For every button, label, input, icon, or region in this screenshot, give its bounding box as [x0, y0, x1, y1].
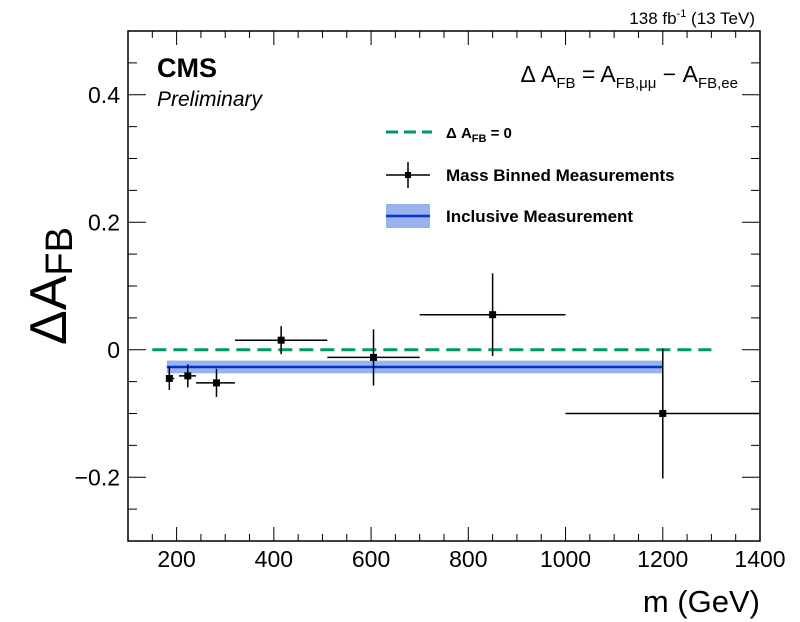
x-tick-label: 1200 — [637, 546, 688, 572]
legend-zero-label: Δ AFB = 0 — [446, 125, 512, 145]
point-marker — [370, 353, 378, 361]
y-tick-label: −0.2 — [75, 464, 120, 490]
binned-point — [327, 329, 420, 386]
binned-point — [196, 368, 235, 397]
binned-point — [419, 273, 566, 357]
point-marker — [489, 311, 497, 319]
y-tick-label: 0.4 — [88, 82, 120, 108]
y-axis-title: ΔAFB — [20, 227, 81, 345]
y-tick-label: 0 — [107, 337, 120, 363]
binned-measurements — [165, 273, 760, 479]
x-tick-label: 1000 — [540, 546, 591, 572]
point-marker — [212, 379, 220, 387]
x-tick-label: 800 — [449, 546, 487, 572]
axis-ticks — [127, 30, 761, 542]
legend: Δ AFB = 0 Mass Binned Measurements Inclu… — [386, 125, 675, 228]
point-marker — [659, 410, 667, 417]
binned-point — [179, 364, 197, 388]
x-axis-title: m (GeV) — [643, 584, 760, 619]
inclusive-measurement — [166, 360, 663, 374]
legend-binned-marker — [405, 172, 411, 178]
legend-inclusive-label: Inclusive Measurement — [446, 207, 633, 226]
x-tick-label: 1400 — [734, 546, 785, 572]
preliminary-label: Preliminary — [157, 88, 264, 111]
binned-point — [165, 366, 175, 390]
point-marker — [277, 336, 285, 344]
tick-labels: 200 400 600 800 1000 1200 1400 −0.2 0 0.2 0.4 — [75, 82, 786, 572]
point-marker — [165, 374, 173, 382]
y-tick-label: 0.2 — [88, 209, 120, 235]
legend-binned-label: Mass Binned Measurements — [446, 166, 675, 185]
lumi-label: 138 fb-1 (13 TeV) — [629, 8, 755, 28]
cms-label: CMS — [157, 53, 217, 83]
formula-label: Δ AFB = AFB,μμ − AFB,ee — [520, 61, 738, 92]
x-tick-label: 400 — [255, 546, 293, 572]
binned-point — [565, 348, 760, 479]
x-tick-label: 200 — [157, 546, 195, 572]
binned-point — [234, 326, 328, 355]
point-marker — [184, 372, 192, 380]
x-tick-label: 600 — [352, 546, 390, 572]
